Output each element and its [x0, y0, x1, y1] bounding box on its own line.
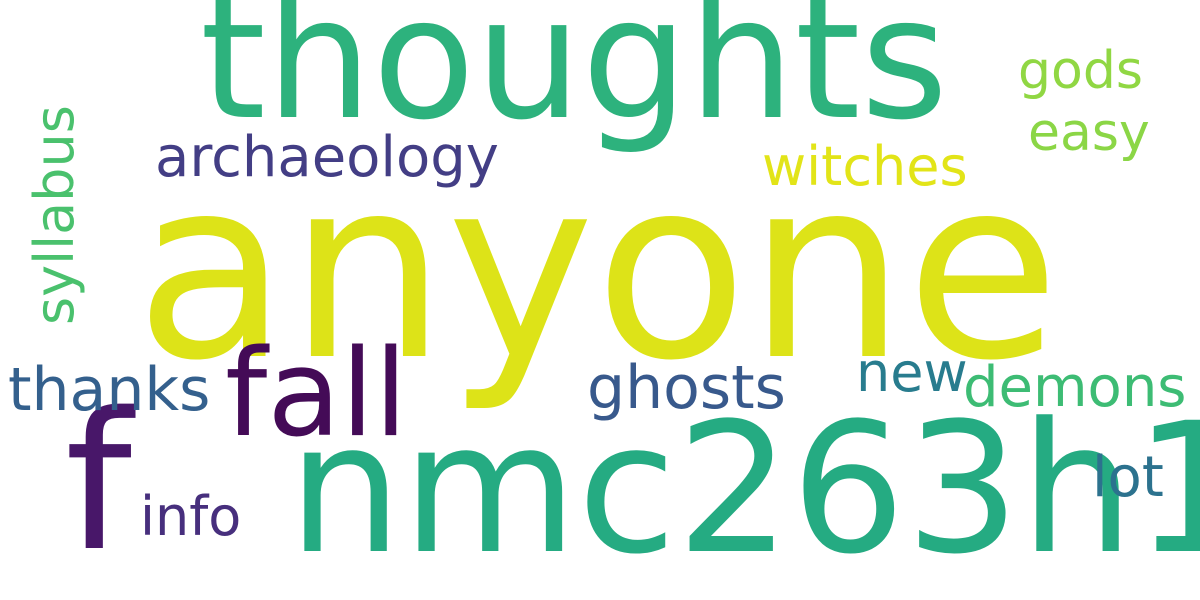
- word-syllabus: syllabus: [23, 105, 86, 325]
- word-thanks: thanks: [8, 355, 211, 425]
- word-thoughts: thoughts: [200, 0, 949, 157]
- word-new: new: [856, 341, 968, 404]
- word-f: f: [65, 372, 132, 593]
- word-lot: lot: [1092, 445, 1164, 510]
- word-ghosts: ghosts: [587, 353, 786, 423]
- word-anyone: anyone: [135, 124, 1060, 415]
- word-archaeology: archaeology: [155, 125, 499, 190]
- word-info: info: [140, 485, 242, 548]
- word-easy: easy: [1028, 103, 1150, 163]
- word-nmc263h1: nmc263h1: [288, 385, 1200, 594]
- word-gods: gods: [1018, 41, 1143, 101]
- word-witches: witches: [762, 135, 968, 198]
- word-demons: demons: [963, 355, 1187, 420]
- word-fall: fall: [225, 325, 408, 464]
